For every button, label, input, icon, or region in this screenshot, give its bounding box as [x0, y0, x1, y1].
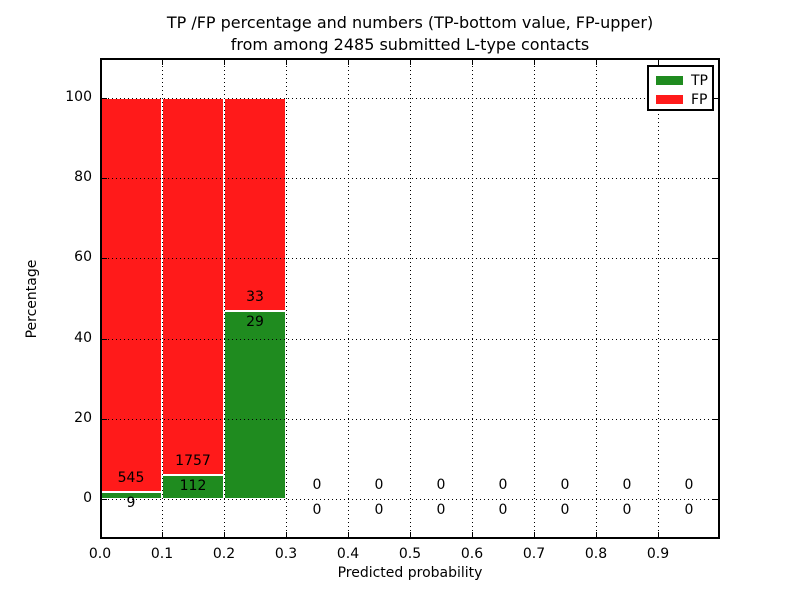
- tick-mark: [286, 60, 287, 65]
- tick-mark: [534, 532, 535, 537]
- x-tick-label: 0.0: [88, 546, 112, 562]
- plot-frame: [100, 58, 720, 539]
- x-tick-label: 0.9: [646, 546, 670, 562]
- tick-mark: [102, 178, 107, 180]
- bar-tp-segment: [224, 311, 286, 499]
- tick-mark: [102, 418, 107, 420]
- tick-mark: [713, 418, 718, 420]
- bar-fp-segment: [100, 98, 162, 493]
- y-tick-label: 80: [74, 169, 92, 186]
- tick-mark: [472, 60, 473, 65]
- tick-mark: [102, 98, 107, 100]
- legend-swatch-tp-icon: [656, 76, 683, 85]
- fp-count-label: 545: [117, 470, 145, 487]
- fp-count-label: 0: [436, 476, 446, 493]
- chart-title-line2: from among 2485 submitted L-type contact…: [230, 35, 590, 54]
- tp-count-label: 0: [684, 501, 694, 518]
- y-tick-label: 100: [65, 89, 92, 106]
- fp-count-label: 1757: [175, 452, 211, 469]
- tp-count-label: 0: [560, 501, 570, 518]
- gridline: [658, 58, 659, 539]
- gridline: [472, 58, 473, 539]
- legend-swatch-fp-icon: [656, 95, 683, 104]
- x-tick-label: 0.1: [150, 546, 174, 562]
- tick-mark: [713, 178, 718, 180]
- tp-count-label: 112: [179, 477, 207, 494]
- tick-mark: [102, 258, 107, 260]
- bar-fp-segment: [162, 98, 224, 475]
- tp-count-label: 0: [374, 501, 384, 518]
- x-tick-label: 0.7: [522, 546, 546, 562]
- y-axis-label: Percentage: [24, 259, 40, 339]
- y-tick-label: 0: [83, 489, 92, 506]
- x-tick-label: 0.2: [212, 546, 236, 562]
- legend-label-tp: TP: [691, 72, 708, 89]
- x-tick-label: 0.6: [460, 546, 484, 562]
- tp-count-label: 29: [246, 314, 264, 331]
- legend: TP FP: [647, 65, 714, 111]
- legend-item-fp: FP: [649, 90, 712, 109]
- tick-mark: [102, 338, 107, 340]
- fp-count-label: 0: [622, 476, 632, 493]
- tick-mark: [713, 498, 718, 500]
- tick-mark: [410, 532, 411, 537]
- x-tick-label: 0.8: [584, 546, 608, 562]
- fp-count-label: 0: [684, 476, 694, 493]
- tick-mark: [102, 498, 107, 500]
- tick-mark: [713, 258, 718, 260]
- tick-mark: [162, 60, 163, 65]
- tick-mark: [713, 98, 718, 100]
- x-tick-label: 0.4: [336, 546, 360, 562]
- x-tick-label: 0.3: [274, 546, 298, 562]
- gridline: [410, 58, 411, 539]
- tick-mark: [658, 60, 659, 65]
- gridline: [534, 58, 535, 539]
- gridline: [224, 58, 225, 539]
- tick-mark: [348, 60, 349, 65]
- fp-count-label: 33: [246, 289, 264, 306]
- gridline: [162, 58, 163, 539]
- fp-count-label: 0: [560, 476, 570, 493]
- fp-count-label: 0: [498, 476, 508, 493]
- legend-label-fp: FP: [691, 91, 708, 108]
- y-tick-label: 40: [74, 329, 92, 346]
- x-tick-label: 0.5: [398, 546, 422, 562]
- tick-mark: [348, 532, 349, 537]
- tick-mark: [100, 532, 101, 537]
- tp-count-label: 0: [498, 501, 508, 518]
- tick-mark: [162, 532, 163, 537]
- tp-count-label: 0: [622, 501, 632, 518]
- tick-mark: [534, 60, 535, 65]
- gridline: [596, 58, 597, 539]
- y-tick-label: 60: [74, 249, 92, 266]
- tp-count-label: 0: [312, 501, 322, 518]
- legend-item-tp: TP: [649, 71, 712, 90]
- tick-mark: [286, 532, 287, 537]
- tp-count-label: 9: [126, 495, 136, 512]
- fp-count-label: 0: [374, 476, 384, 493]
- tick-mark: [100, 60, 101, 65]
- tick-mark: [658, 532, 659, 537]
- y-tick-label: 20: [74, 409, 92, 426]
- gridline: [286, 58, 287, 539]
- tick-mark: [596, 532, 597, 537]
- tp-count-label: 0: [436, 501, 446, 518]
- chart-title-line1: TP /FP percentage and numbers (TP-bottom…: [166, 13, 654, 32]
- tick-mark: [224, 60, 225, 65]
- chart-title: TP /FP percentage and numbers (TP-bottom…: [100, 12, 720, 56]
- tick-mark: [472, 532, 473, 537]
- tick-mark: [713, 338, 718, 340]
- x-axis-label: Predicted probability: [337, 565, 483, 581]
- gridline: [348, 58, 349, 539]
- fp-count-label: 0: [312, 476, 322, 493]
- tick-mark: [224, 532, 225, 537]
- tick-mark: [410, 60, 411, 65]
- tick-mark: [596, 60, 597, 65]
